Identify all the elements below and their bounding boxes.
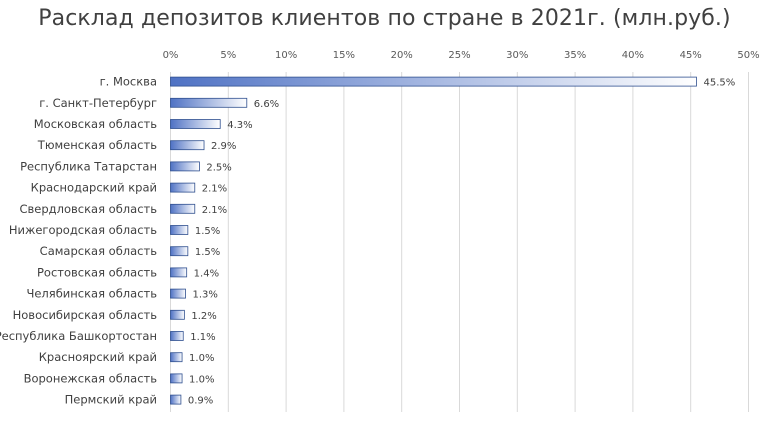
bar bbox=[170, 352, 183, 363]
bar bbox=[170, 246, 189, 257]
bar bbox=[170, 373, 183, 384]
x-tick-label: 15% bbox=[333, 50, 355, 61]
category-label: Воронежская область bbox=[24, 371, 158, 385]
bar bbox=[170, 161, 200, 172]
bar bbox=[170, 394, 182, 405]
chart-title: Расклад депозитов клиентов по стране в 2… bbox=[38, 6, 731, 31]
data-label: 1.0% bbox=[189, 374, 214, 385]
data-label: 2.5% bbox=[206, 162, 231, 173]
bar bbox=[170, 225, 189, 235]
x-tick-label: 20% bbox=[391, 50, 413, 61]
category-labels: г. Москва г. Санкт-Петербург Московская об… bbox=[0, 75, 157, 407]
bar bbox=[170, 288, 186, 299]
category-label: Ростовская область bbox=[37, 265, 157, 279]
category-label: Челябинская область bbox=[26, 287, 157, 301]
x-tick-label: 40% bbox=[622, 50, 644, 61]
category-label: г. Москва bbox=[100, 75, 157, 89]
category-label: Республика Башкортостан bbox=[0, 329, 157, 343]
category-label: Пермский край bbox=[65, 393, 157, 407]
category-label: Республика Татарстан bbox=[20, 159, 157, 173]
category-label: Московская область bbox=[34, 117, 157, 131]
bar bbox=[170, 182, 196, 193]
bar bbox=[170, 76, 697, 87]
data-label: 2.1% bbox=[202, 184, 227, 195]
x-tick-label: 25% bbox=[448, 50, 470, 61]
x-tick-label: 0% bbox=[163, 50, 179, 61]
category-label: Новосибирская область bbox=[13, 308, 158, 322]
category-label: Красноярский край bbox=[39, 350, 157, 364]
data-label: 2.9% bbox=[211, 141, 236, 152]
x-tick-label: 10% bbox=[275, 50, 297, 61]
x-tick-label: 50% bbox=[737, 50, 759, 61]
data-label: 1.5% bbox=[195, 247, 220, 258]
data-label: 0.9% bbox=[188, 396, 213, 407]
bar bbox=[170, 140, 205, 151]
data-label: 6.6% bbox=[254, 99, 279, 110]
category-label: Нижегородская область bbox=[9, 223, 157, 237]
x-tick-label: 30% bbox=[506, 50, 528, 61]
data-label: 1.5% bbox=[195, 226, 220, 237]
bar bbox=[170, 203, 196, 214]
data-label: 1.1% bbox=[190, 332, 215, 343]
bar bbox=[170, 331, 184, 341]
category-label: г. Санкт-Петербург bbox=[39, 96, 157, 110]
x-tick-label: 5% bbox=[220, 50, 236, 61]
data-label: 2.1% bbox=[202, 205, 227, 216]
data-label: 4.3% bbox=[227, 120, 252, 131]
x-tick-label: 35% bbox=[564, 50, 586, 61]
category-label: Самарская область bbox=[40, 244, 158, 258]
bars bbox=[170, 76, 697, 405]
data-label: 1.3% bbox=[193, 290, 218, 301]
bar bbox=[170, 119, 221, 129]
category-label: Свердловская область bbox=[19, 202, 157, 216]
bar bbox=[170, 267, 188, 278]
category-label: Тюменская область bbox=[37, 138, 157, 152]
data-label: 1.0% bbox=[189, 353, 214, 364]
x-tick-label: 45% bbox=[680, 50, 702, 61]
bar bbox=[170, 97, 248, 108]
gridlines bbox=[170, 72, 749, 412]
x-axis-ticks: 0% 5% 10% 15% 20% 25% 30% 35% 40% 45% 50% bbox=[163, 50, 760, 61]
data-label: 1.2% bbox=[191, 311, 216, 322]
bar bbox=[170, 309, 185, 320]
category-label: Краснодарский край bbox=[31, 181, 157, 195]
data-label: 45.5% bbox=[703, 78, 735, 89]
data-label: 1.4% bbox=[194, 268, 219, 279]
data-labels: 45.5% 6.6%4.3% 2.9% 2.5% 2.1% 2.1% 1.5% 1.5% 1.4… bbox=[188, 78, 735, 407]
